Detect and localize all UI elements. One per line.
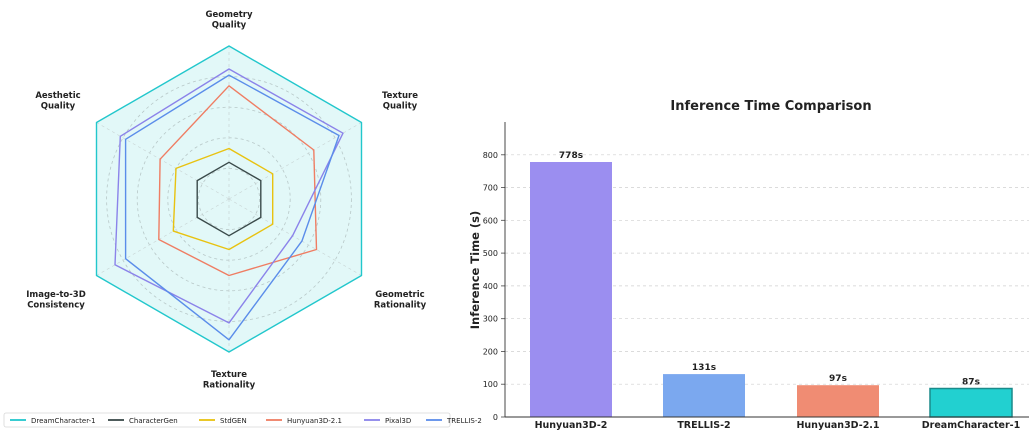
bar-trellis-2 xyxy=(663,374,745,417)
legend-label: StdGEN xyxy=(220,417,247,425)
bar-chart-ylabel: Inference Time (s) xyxy=(468,211,482,329)
bar-chart: Inference Time Comparison Inference Time… xyxy=(468,99,1029,430)
legend-label: Pixal3D xyxy=(385,417,411,425)
radar-axis-label-line: Consistency xyxy=(27,301,85,311)
radar-axis-label-line: Texture xyxy=(382,91,418,101)
radar-axis-label-line: Quality xyxy=(41,102,76,112)
radar-grid-ring xyxy=(167,137,291,261)
radar-axis-label: Image-to-3D Consistency xyxy=(26,290,86,311)
bar-ytick-label: 600 xyxy=(483,216,498,225)
legend-label: TRELLIS-2 xyxy=(446,417,482,425)
radar-axis-label: Geometric Rationality xyxy=(374,290,427,311)
radar-spoke xyxy=(96,122,230,200)
radar-series-charactergen xyxy=(196,161,262,237)
bar-category-label: Hunyuan3D-2.1 xyxy=(796,420,879,430)
bar-hunyuan3d-2-1 xyxy=(797,385,879,417)
radar-axis-label-line: Geometric xyxy=(375,290,424,300)
radar-legend: DreamCharacter-1 CharacterGen StdGEN Hunyua… xyxy=(3,412,482,428)
bar-y-ticks: 0 100 200 300 400 500 600 700 800 xyxy=(483,151,505,422)
legend-label: Hunyuan3D-2.1 xyxy=(287,417,342,425)
legend-label: DreamCharacter-1 xyxy=(31,417,96,425)
bar-ytick-label: 300 xyxy=(483,315,498,324)
radar-series-pixal3d xyxy=(114,68,344,324)
bar-dreamcharacter-1 xyxy=(929,387,1013,418)
bar-hunyuan3d-2 xyxy=(530,162,612,417)
radar-axis-label: Aesthetic Quality xyxy=(35,91,80,112)
bar-ytick-label: 500 xyxy=(483,249,498,258)
radar-grid-ring xyxy=(197,167,260,230)
bar-data-label: 778s xyxy=(559,151,583,161)
radar-axis-label-line: Texture xyxy=(211,370,247,380)
radar-axis-label-line: Image-to-3D xyxy=(26,290,86,300)
bar-category-label: Hunyuan3D-2 xyxy=(535,420,608,430)
legend-frame xyxy=(3,412,451,428)
legend-label: CharacterGen xyxy=(129,417,178,425)
bar-ytick-label: 800 xyxy=(483,151,498,160)
bar-category-label: TRELLIS-2 xyxy=(677,420,730,430)
radar-axis-label-line: Quality xyxy=(383,102,418,112)
bar-category-label: DreamCharacter-1 xyxy=(922,420,1020,430)
bar-data-label: 87s xyxy=(962,378,980,388)
bar-ytick-label: 100 xyxy=(483,380,498,389)
radar-series-hunyuan3d-2-1 xyxy=(158,85,318,277)
radar-series-group xyxy=(95,45,363,353)
bar-data-label: 131s xyxy=(692,363,716,373)
radar-axis-label-line: Geometry xyxy=(206,10,253,20)
radar-axis-label-line: Quality xyxy=(212,21,247,31)
radar-series-trellis-2 xyxy=(124,74,340,341)
radar-axis-label: Texture Rationality xyxy=(203,370,256,391)
radar-series-dreamcharacter-1 xyxy=(95,45,363,353)
bar-ytick-label: 400 xyxy=(483,282,498,291)
radar-spoke xyxy=(96,198,230,276)
radar-axis-label-line: Rationality xyxy=(203,381,256,391)
radar-spoke xyxy=(228,198,362,276)
bar-data-label: 97s xyxy=(829,374,847,384)
bar-ytick-label: 700 xyxy=(483,184,498,193)
bar-axes xyxy=(504,122,1029,418)
radar-axis-label: Texture Quality xyxy=(382,91,418,112)
bar-ytick-label: 200 xyxy=(483,347,498,356)
bar-ytick-label: 0 xyxy=(493,413,498,422)
bar-x-ticks: Hunyuan3D-2 TRELLIS-2 Hunyuan3D-2.1 DreamCh… xyxy=(535,420,1021,430)
radar-grid-ring xyxy=(136,106,322,292)
radar-axis-label-line: Aesthetic xyxy=(35,91,80,101)
radar-axis-label: Geometry Quality xyxy=(206,10,253,31)
radar-axis-label-line: Rationality xyxy=(374,301,427,311)
bar-chart-title: Inference Time Comparison xyxy=(670,99,871,114)
radar-series-stdgen xyxy=(172,147,274,251)
bar-bars: 778s 131s 97s 87s xyxy=(530,151,1013,418)
